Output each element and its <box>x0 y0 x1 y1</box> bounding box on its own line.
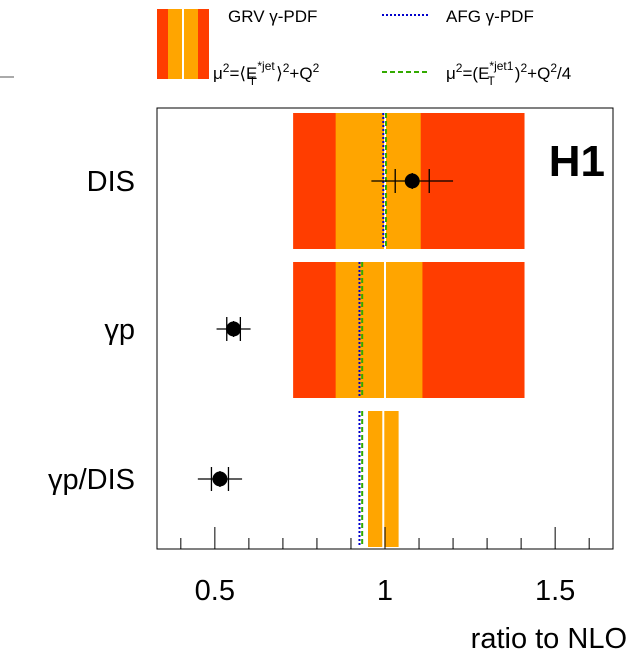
legend-mu2-label-part-9: /4 <box>557 64 571 83</box>
x-tick-label-1: 1 <box>377 575 393 607</box>
legend-mu2-label-part-1: 2 <box>456 61 463 75</box>
legend-grv-label: GRV γ-PDF <box>228 7 317 26</box>
legend-afg-label: AFG γ-PDF <box>446 7 534 26</box>
category-label-gammap: γp <box>104 314 135 346</box>
inner-band-gammap <box>335 262 423 398</box>
category-labels: DIS γp γp/DIS <box>48 166 135 496</box>
legend-mu1-label: μ2=⟨E*jet T ⟩2+Q2 <box>213 59 320 88</box>
legend-mu2-label-part-3: *jet1 <box>489 59 513 73</box>
legend-mu1-label-part-8: 2 <box>313 61 320 75</box>
experiment-label: H1 <box>549 137 605 186</box>
x-axis-label: ratio to NLO <box>471 623 627 655</box>
legend-mu1-label-part-1: 2 <box>223 61 230 75</box>
legend-mu2-label-part-2: =(E <box>462 64 489 83</box>
legend-mu2-label-part-7: +Q <box>527 64 550 83</box>
legend-afg-label-part-0: AFG γ-PDF <box>446 7 534 26</box>
x-tick-label-2: 1.5 <box>535 575 575 607</box>
data-point-gammap <box>226 321 242 337</box>
legend-mu1-label-part-6: 2 <box>283 61 290 75</box>
legend-mu1-label-part-0: μ <box>213 64 223 83</box>
legend-mu2-label-part-6: 2 <box>520 61 527 75</box>
legend-grv-label-part-0: GRV γ-PDF <box>228 7 317 26</box>
data-points <box>197 169 454 491</box>
legend-mu2-label-part-8: 2 <box>550 61 557 75</box>
x-axis-ticks: 0.5 1 1.5 <box>180 527 590 607</box>
legend-mu2-label-part-4: T <box>487 74 495 88</box>
legend-mu1-label-part-3: *jet <box>257 59 275 73</box>
ratio-bands <box>293 113 525 547</box>
category-label-dis: DIS <box>87 166 135 198</box>
legend-mu1-label-part-7: +Q <box>289 64 312 83</box>
legend-mu1-label-part-2: =⟨E <box>229 64 257 83</box>
legend-mu1-label-part-4: T <box>249 74 257 88</box>
legend-mu2-label-part-0: μ <box>446 64 456 83</box>
category-label-gammap-dis: γp/DIS <box>48 464 135 496</box>
legend-mu1-label-part-5: ⟩ <box>276 64 283 83</box>
legend-mu2-label: μ2=(E*jet1 T)2+Q2/4 <box>446 59 571 88</box>
x-tick-label-0: 0.5 <box>195 575 235 607</box>
data-point-dis <box>404 173 420 189</box>
legend-mu2-label-part-5: ) <box>515 64 521 83</box>
data-point-gammap-dis <box>212 471 228 487</box>
